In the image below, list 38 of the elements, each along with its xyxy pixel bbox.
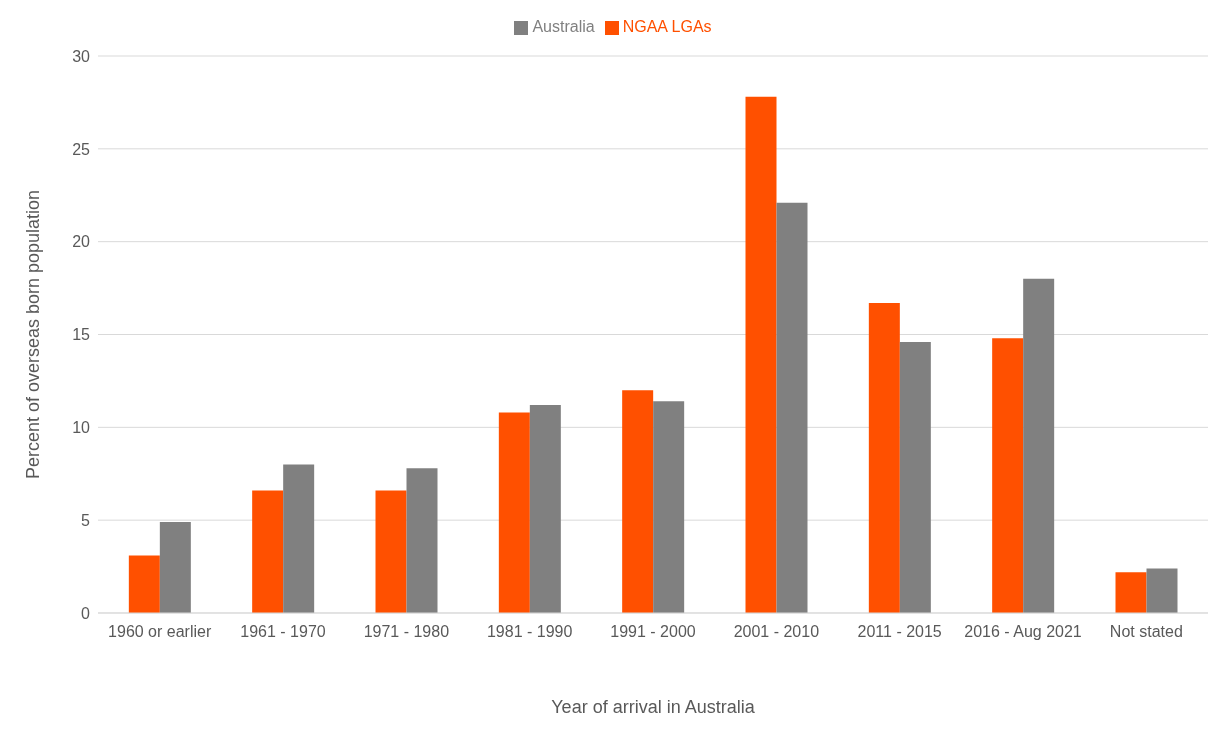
- legend-label: NGAA LGAs: [622, 18, 712, 35]
- bar: [653, 401, 685, 613]
- y-tick-label: 25: [72, 140, 91, 158]
- x-tick-label: Not stated: [1109, 623, 1183, 640]
- bar: [622, 390, 654, 613]
- bar: [992, 338, 1024, 613]
- x-tick-label: 1971 - 1980: [363, 623, 450, 640]
- bar: [1023, 278, 1055, 613]
- x-axis-title: Year of arrival in Australia: [551, 697, 756, 717]
- x-tick-label: 1961 - 1970: [240, 623, 326, 640]
- bar: [899, 341, 931, 613]
- bar: [745, 96, 777, 613]
- y-tick-label: 15: [72, 326, 91, 344]
- x-tick-label: 1960 or earlier: [108, 623, 212, 640]
- bar: [868, 302, 900, 613]
- y-axis-title: Percent of overseas born population: [23, 189, 44, 480]
- bar: [776, 202, 808, 613]
- x-tick-label: 2011 - 2015: [857, 623, 942, 640]
- x-tick-label: 2016 - Aug 2021: [964, 623, 1082, 640]
- bar: [498, 412, 530, 613]
- bar: [406, 468, 438, 613]
- bar: [283, 464, 315, 613]
- bar: [159, 522, 191, 613]
- bar: [128, 555, 160, 613]
- y-tick-label: 10: [72, 419, 91, 437]
- bar: [1115, 572, 1147, 613]
- y-tick-label: 0: [81, 604, 91, 622]
- x-tick-label: 1991 - 2000: [610, 623, 696, 640]
- y-tick-label: 20: [72, 233, 91, 251]
- bar: [375, 490, 407, 613]
- legend-label: Australia: [532, 18, 595, 35]
- bar: [252, 490, 284, 613]
- y-tick-label: 5: [81, 511, 91, 529]
- bar: [529, 405, 561, 613]
- bar: [1146, 568, 1178, 613]
- x-tick-label: 2001 - 2010: [733, 623, 820, 640]
- y-tick-label: 30: [72, 47, 91, 65]
- x-tick-label: 1981 - 1990: [486, 623, 573, 640]
